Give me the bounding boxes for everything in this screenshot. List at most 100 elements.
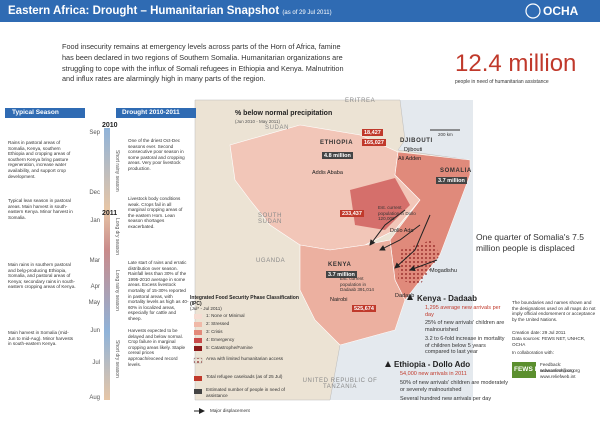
created: Creation date: 29 Jul 2011 — [512, 330, 566, 335]
need-label: 3.7 million — [326, 271, 357, 278]
dadaab-note: Est. current population in Dadaab 391,01… — [340, 276, 374, 293]
country: ERITREA — [345, 98, 376, 104]
month-label: Jul — [92, 360, 100, 366]
season: Long dry season — [114, 218, 120, 255]
collab: In collaboration with: — [512, 350, 554, 355]
season: Long rainy season — [114, 270, 120, 311]
displacement-arrow — [409, 259, 438, 272]
city: Nairobi — [330, 297, 348, 303]
header-bar — [0, 0, 600, 22]
displaced: One quarter of Somalia's 7.5 million peo… — [476, 232, 584, 253]
city: Djibouti — [404, 147, 423, 153]
legend-phase: 4: Emergency — [206, 337, 235, 342]
typical-entry: Main rains in southern pastoral and belg… — [8, 262, 76, 290]
legend-swatch — [193, 357, 203, 364]
need-label: 4.8 million — [322, 152, 353, 159]
country: SUDAN — [265, 125, 290, 131]
kenya-area — [299, 239, 406, 346]
drought-entry: Late start of rains and erratic distribu… — [128, 260, 189, 321]
city: Mogadishu — [430, 268, 457, 274]
legend-swatch — [194, 338, 202, 343]
intro: Food insecurity remains at emergency lev… — [62, 42, 344, 84]
legend-swatch — [194, 389, 202, 394]
legend-phase: 1: None or Minimal — [206, 313, 245, 318]
legend-title: Integrated Food Security Phase Classific… — [190, 295, 299, 307]
refugee-label: 18,427 — [362, 129, 383, 136]
legend-swatch — [194, 346, 202, 351]
drought-header: Drought 2010-2011 — [122, 109, 180, 116]
ethiopia-arrivals: 54,000 new arrivals in 2011 — [400, 371, 467, 377]
ethiopia-daily: Several hundred new arrivals per day — [400, 396, 492, 402]
month-label: Sep — [89, 130, 100, 136]
disclaimer: The boundaries and names shown and the d… — [512, 300, 596, 322]
city: Ali Adden — [398, 156, 422, 162]
month-label: Jun — [90, 328, 100, 334]
legend-item: Total refugee caseloads (as of 25 Jul) — [206, 374, 283, 379]
country: ETHIOPIA — [320, 140, 354, 146]
month-label: Dec — [89, 190, 100, 196]
typical-entry: Main harvest in Somalia (mid-Jun to mid-… — [8, 330, 74, 347]
sources: Data sources: FEWS NET, UNHCR, OCHA — [512, 336, 586, 347]
partner: FEWS NET — [514, 366, 548, 373]
month-label: Mar — [89, 258, 100, 264]
legend-phase: 2: Stressed — [206, 321, 230, 326]
typical-header-bg — [5, 108, 85, 118]
refugee-label: 165,027 — [362, 139, 386, 146]
typical-entry: Rains in pastoral areas of Somalia, Keny… — [8, 140, 71, 179]
typical-header: Typical Season — [12, 109, 59, 116]
city: Addis Ababa — [312, 170, 343, 176]
map-period: (Jun 2010 - May 2011) — [235, 119, 280, 124]
headline-text: people in need of humanitarian assistanc… — [455, 79, 549, 85]
headline-number: 12.4 million — [455, 50, 577, 77]
drought-entry: Livestock body conditions weak. Crops fa… — [128, 196, 183, 229]
kenya-mortality: 3.2 to 6-fold increase in mortality of c… — [425, 336, 505, 355]
month-label: Apr — [90, 284, 100, 290]
year: 2010 — [102, 122, 118, 129]
country: KENYA — [328, 262, 352, 268]
legend-phase: 3: Crisis — [206, 329, 223, 334]
season: Short rainy season — [114, 150, 120, 192]
month-label: Aug — [89, 395, 100, 401]
web: www.unocha.org — [540, 368, 574, 373]
camp-icon — [407, 294, 413, 300]
legend-swatch — [194, 376, 202, 381]
title-text: Eastern Africa: Drought – Humanitarian S… — [8, 5, 280, 17]
displacement-arrow — [379, 224, 421, 251]
logo: OCHA — [543, 4, 579, 18]
city: Dadaab — [395, 293, 415, 299]
fews-logo — [512, 362, 536, 378]
typical-entry: Typical lean season in pastoral areas. M… — [8, 198, 73, 220]
city: Dollo Ado — [390, 228, 414, 234]
scale-label: 200 km — [438, 132, 453, 137]
refugee-label: 525,674 — [352, 305, 376, 312]
displacement-arrow — [394, 214, 431, 269]
dollo-note: Est. current population in Dollo 120,000 — [378, 205, 416, 222]
year: 2011 — [102, 210, 118, 217]
ethiopia-title: Ethiopia - Dollo Ado — [394, 360, 471, 369]
country: UGANDA — [256, 258, 286, 264]
map-title: % below normal precipitation — [235, 110, 333, 117]
refugee-label: 233,437 — [340, 210, 364, 217]
un-emblem — [525, 3, 541, 19]
drought-entry: Harvests expected to be delayed and belo… — [128, 328, 186, 367]
date: (as of 29 Jul 2011) — [282, 10, 332, 16]
legend-period: (Jul* - Jul 2011) — [190, 306, 222, 311]
need-label: 3.7 million — [436, 177, 467, 184]
displacement-arrow — [369, 209, 406, 246]
legend-item: Estimated number of people in need of as… — [206, 387, 285, 398]
legend-swatch — [194, 322, 202, 327]
legend-swatch — [194, 330, 202, 335]
ethiopia-malnourished: 50% of new arrivals' children are modera… — [400, 380, 509, 393]
web: www.reliefweb.int — [540, 374, 576, 379]
country: UNITED REPUBLIC OF TANZANIA — [302, 378, 378, 390]
camp-icon — [385, 361, 391, 367]
feedback: Feedback: ochaonline@un.org — [540, 362, 580, 373]
country: SOUTH SUDAN — [257, 213, 282, 225]
month-label: May — [88, 300, 100, 306]
kenya-arrivals: 1,295 average new arrivals per day — [425, 305, 501, 318]
legend-item: Area with limited humanitarian access — [206, 356, 284, 361]
drought-entry: One of the driest Oct-Dec seasons ever. … — [128, 138, 185, 171]
legend-phase: 5: Catastrophe/Famine — [206, 345, 253, 350]
